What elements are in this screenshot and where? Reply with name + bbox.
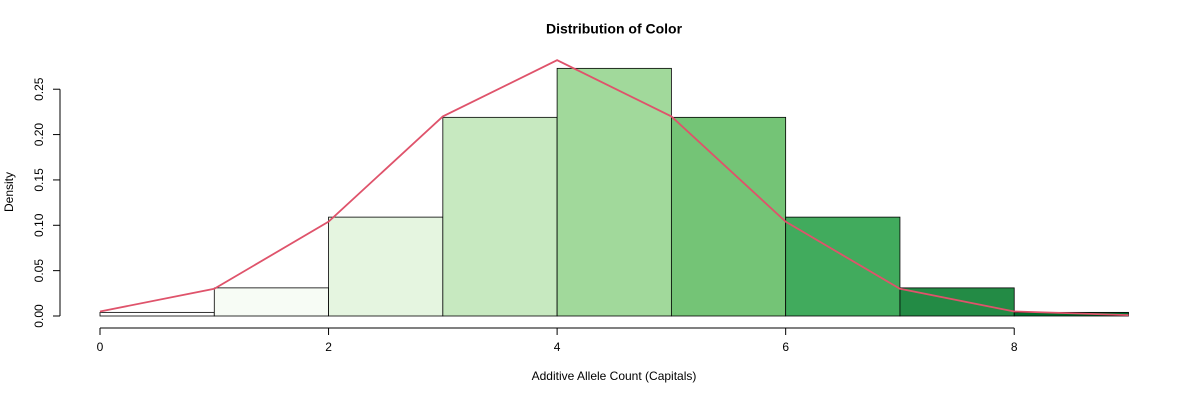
y-axis-label: Density [2, 172, 16, 212]
bar [442, 116, 558, 317]
y-tick-label: 0.10 [32, 213, 46, 237]
bar [670, 116, 787, 317]
y-tick-label: 0.25 [32, 77, 46, 101]
x-tick-label: 8 [1011, 340, 1018, 354]
x-tick-label: 0 [97, 340, 104, 354]
density-line [99, 59, 1129, 316]
bar [328, 216, 444, 317]
x-axis-label: Additive Allele Count (Capitals) [532, 369, 697, 383]
x-tick-label: 6 [782, 340, 789, 354]
bar [556, 67, 672, 317]
y-tick-label: 0.00 [32, 304, 46, 328]
x-tick-label: 2 [325, 340, 332, 354]
bar [1013, 311, 1129, 317]
y-tick-label: 0.05 [32, 259, 46, 283]
chart-title: Distribution of Color [546, 21, 683, 37]
bar [99, 311, 215, 317]
bar [213, 287, 329, 317]
y-tick-label: 0.15 [32, 168, 46, 192]
y-tick-label: 0.20 [32, 123, 46, 147]
x-tick-label: 4 [554, 340, 561, 354]
